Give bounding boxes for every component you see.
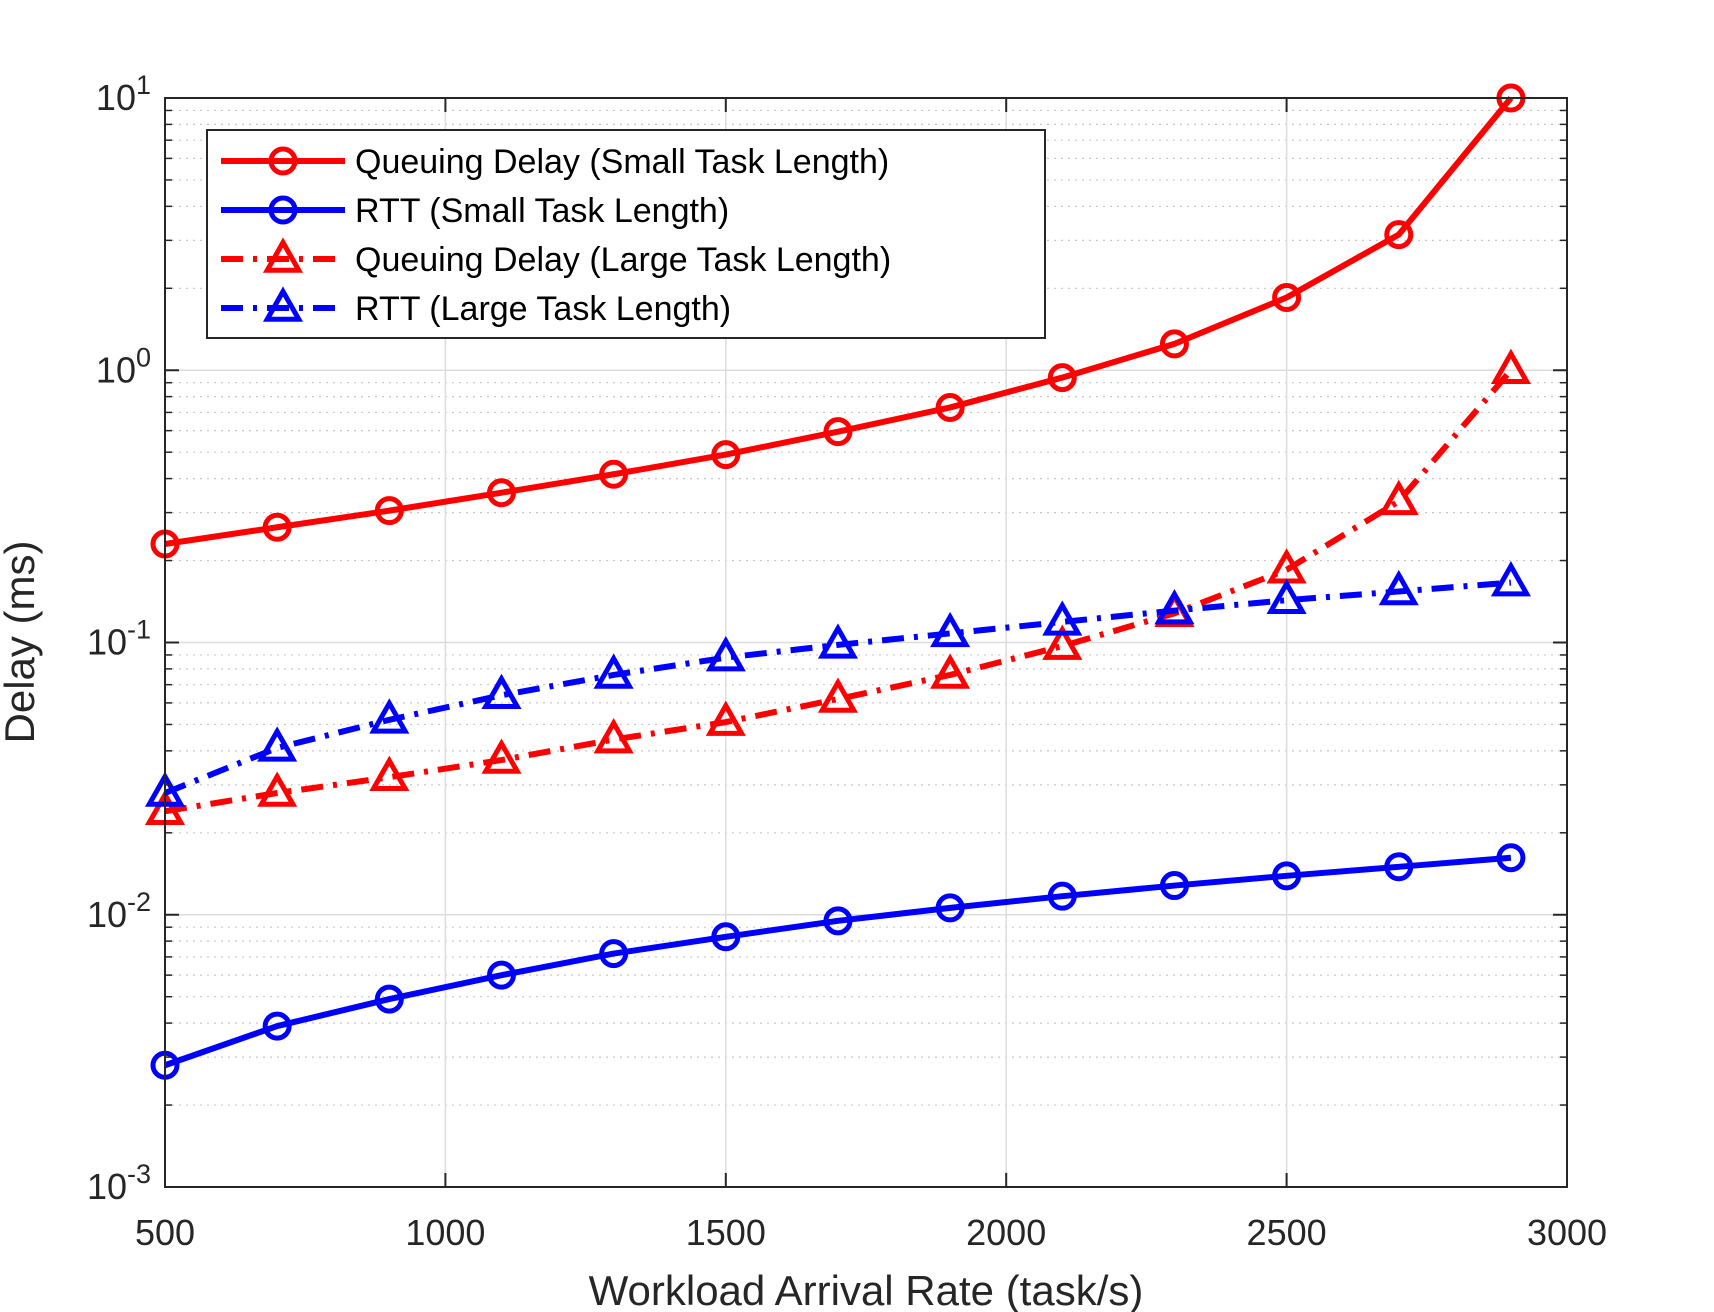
- data-point: [1378, 479, 1419, 516]
- legend-entry: RTT (Large Task Length): [221, 286, 731, 328]
- x-tick-label: 1500: [686, 1212, 766, 1253]
- legend-entry: Queuing Delay (Large Task Length): [221, 237, 891, 279]
- x-tick-label: 500: [135, 1212, 195, 1253]
- data-point: [374, 496, 404, 526]
- series-line: [164, 854, 1512, 1069]
- data-point: [935, 893, 965, 923]
- data-point: [711, 922, 741, 952]
- series-line: [163, 579, 1512, 796]
- legend-marker: [262, 286, 304, 322]
- series-line: [164, 96, 1514, 547]
- data-point: [1490, 561, 1531, 597]
- data-point: [481, 673, 522, 710]
- legend: Queuing Delay (Small Task Length) RTT (Sm…: [206, 129, 1046, 339]
- data-point: [1272, 861, 1302, 891]
- data-point: [1159, 329, 1189, 359]
- series-line: [164, 368, 1514, 815]
- data-point: [930, 611, 971, 648]
- axis-layer: 500 1000 1500 2000 2500 3000 10-3 10-2 10-1 100 10…: [87, 70, 1607, 1253]
- x-tick-label: 2000: [966, 1212, 1046, 1253]
- data-point: [1384, 220, 1414, 250]
- data-point: [262, 512, 292, 542]
- data-point: [374, 984, 404, 1014]
- data-point: [1047, 881, 1077, 911]
- data-point: [1042, 600, 1083, 636]
- legend-box: [206, 129, 1046, 339]
- data-point: [481, 738, 522, 774]
- data-point: [705, 700, 746, 736]
- data-point: [1378, 569, 1419, 606]
- legend-label: Queuing Delay (Large Task Length): [355, 241, 891, 279]
- legend-marker: [262, 237, 304, 273]
- legend-entry: RTT (Small Task Length): [221, 192, 729, 230]
- data-point: [823, 906, 853, 936]
- data-point: [817, 677, 859, 713]
- y-tick-label: 101: [96, 70, 151, 118]
- legend-marker: [268, 195, 298, 225]
- legend-label: RTT (Large Task Length): [355, 290, 731, 328]
- y-tick-label: 10-1: [87, 615, 151, 663]
- legend-marker: [268, 146, 298, 176]
- data-point: [593, 718, 634, 754]
- data-point: [486, 478, 516, 508]
- data-point: [935, 392, 965, 422]
- y-tick-label: 10-3: [87, 1159, 151, 1207]
- legend-label: RTT (Small Task Length): [355, 192, 729, 230]
- data-point: [1042, 624, 1083, 660]
- data-point: [1384, 852, 1414, 882]
- data-point: [711, 440, 741, 470]
- series-layer: [144, 83, 1531, 1080]
- legend-entry: Queuing Delay (Small Task Length): [221, 143, 889, 181]
- data-point: [1047, 363, 1077, 393]
- data-point: [599, 459, 629, 489]
- x-tick-label: 3000: [1527, 1212, 1607, 1253]
- data-point: [369, 698, 410, 734]
- x-axis-title: Workload Arrival Rate (task/s): [589, 1267, 1144, 1312]
- data-point: [1266, 578, 1307, 614]
- y-tick-label: 10-2: [87, 887, 151, 935]
- data-point: [486, 960, 516, 990]
- y-axis-title: Delay (ms): [0, 540, 43, 743]
- data-point: [1272, 283, 1302, 313]
- data-point: [1496, 843, 1526, 873]
- data-point: [705, 636, 746, 672]
- data-point: [257, 726, 298, 762]
- legend-label: Queuing Delay (Small Task Length): [355, 143, 889, 181]
- data-point: [1490, 348, 1531, 384]
- data-point: [823, 417, 853, 447]
- data-point: [1154, 589, 1195, 625]
- data-point: [599, 939, 629, 969]
- data-point: [593, 653, 634, 689]
- data-point: [1159, 871, 1189, 901]
- y-tick-label: 100: [96, 342, 151, 390]
- data-point: [930, 653, 971, 689]
- data-point: [817, 623, 859, 659]
- data-point: [257, 771, 298, 807]
- series-2: [150, 843, 1526, 1080]
- x-tick-label: 2500: [1247, 1212, 1327, 1253]
- data-point: [369, 755, 410, 791]
- data-point: [262, 1011, 292, 1041]
- x-tick-label: 1000: [405, 1212, 485, 1253]
- series-4: [144, 561, 1531, 807]
